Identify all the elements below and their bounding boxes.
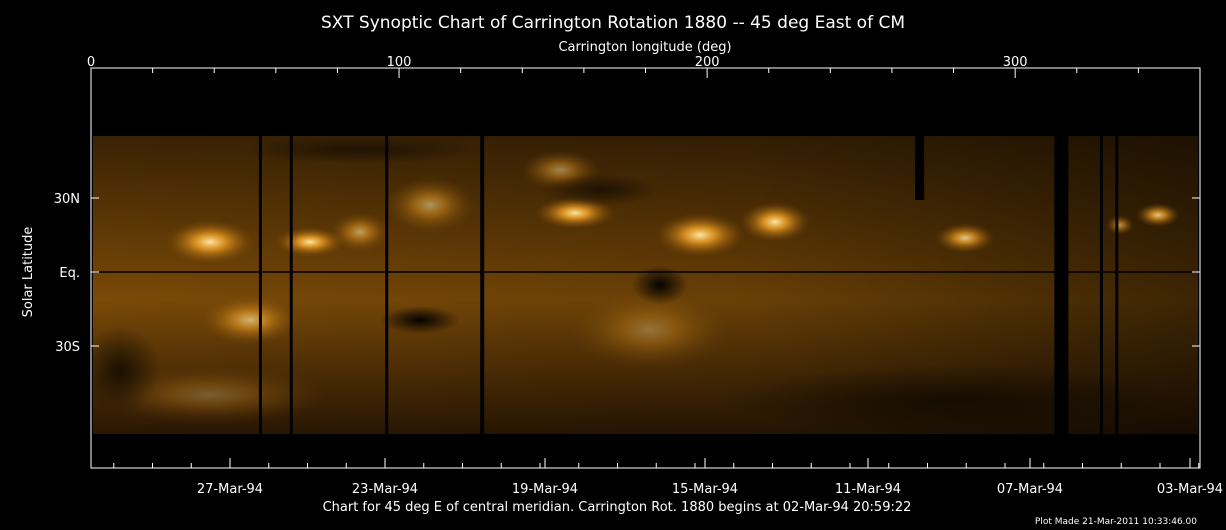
- bottom-tick-label: 27-Mar-94: [197, 482, 263, 497]
- active-region: [1136, 203, 1180, 227]
- coronal-hole: [540, 174, 660, 206]
- active-region: [1106, 215, 1134, 235]
- data-gap: [258, 136, 262, 434]
- active-region: [385, 177, 475, 233]
- top-tick-label: 100: [387, 55, 412, 70]
- left-tick-label: 30N: [54, 192, 80, 207]
- data-gap: [480, 136, 485, 434]
- chart-title: SXT Synoptic Chart of Carrington Rotatio…: [321, 13, 905, 33]
- coronal-hole: [93, 325, 160, 415]
- data-gap: [289, 136, 293, 434]
- bottom-tick-label: 11-Mar-94: [835, 482, 901, 497]
- top-axis-label: Carrington longitude (deg): [558, 40, 731, 55]
- left-tick-label: 30S: [55, 340, 80, 355]
- bottom-tick-label: 19-Mar-94: [512, 482, 578, 497]
- active-region: [740, 202, 810, 242]
- left-axis: 30N Eq. 30S: [54, 192, 1200, 355]
- active-region: [165, 220, 255, 264]
- coronal-hole: [632, 265, 688, 305]
- bottom-tick-label: 23-Mar-94: [352, 482, 418, 497]
- active-region: [330, 212, 390, 252]
- left-axis-label: Solar Latitude: [21, 227, 36, 318]
- data-gap: [1099, 136, 1103, 434]
- data-gap: [915, 136, 925, 200]
- active-region: [570, 290, 730, 370]
- bottom-axis: 27-Mar-94 23-Mar-94 19-Mar-94 15-Mar-94 11-M…: [113, 458, 1223, 497]
- bottom-tick-label: 07-Mar-94: [997, 482, 1063, 497]
- active-region: [935, 223, 995, 253]
- active-region: [655, 213, 745, 257]
- data-gap: [1054, 136, 1069, 434]
- coronal-hole: [240, 136, 480, 164]
- bottom-tick-label: 03-Mar-94: [1157, 482, 1223, 497]
- data-gap: [385, 136, 389, 434]
- coronal-hole: [720, 365, 1180, 434]
- top-tick-label: 300: [1003, 55, 1028, 70]
- bottom-tick-label: 15-Mar-94: [672, 482, 738, 497]
- data-gap: [1115, 136, 1119, 434]
- left-tick-label: Eq.: [59, 266, 80, 281]
- top-axis: 0 100 200 300: [87, 55, 1139, 78]
- plot-made-text: Plot Made 21-Mar-2011 10:33:46.00: [1035, 517, 1197, 527]
- active-region: [200, 295, 300, 345]
- top-tick-label: 0: [87, 55, 95, 70]
- synoptic-map: [93, 136, 1198, 434]
- top-tick-label: 200: [695, 55, 720, 70]
- footer-text: Chart for 45 deg E of central meridian. …: [323, 500, 912, 515]
- coronal-hole: [380, 306, 460, 334]
- data-gaps: [258, 136, 1119, 434]
